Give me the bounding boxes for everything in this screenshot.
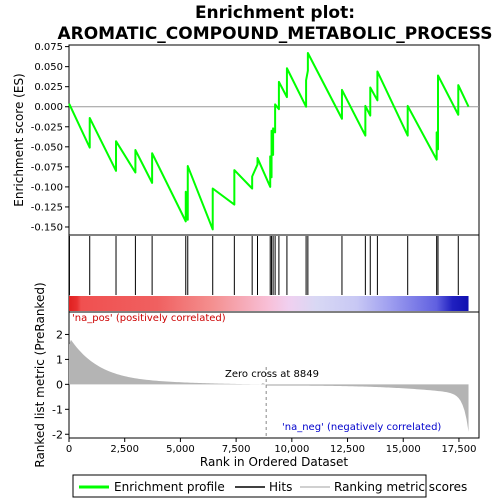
xtick-label-3: 7,500: [222, 444, 251, 455]
legend-box: [72, 474, 427, 498]
metric-ytick-label-1: 1: [56, 353, 63, 366]
metric-y-axis-label: Ranked list metric (PreRanked): [33, 282, 47, 467]
metric-layer: [69, 339, 469, 438]
metric-ytick-label-3: -1: [52, 403, 63, 416]
chart-title-line1: Enrichment plot:: [195, 3, 355, 23]
rank-color-bar: [69, 296, 469, 311]
xtick-label-4: 10,000: [274, 444, 309, 455]
es-ytick-label-3: 0.000: [34, 102, 63, 113]
es-ytick-label-0: 0.075: [34, 42, 63, 53]
es-ytick-label-9: -0.150: [31, 222, 63, 233]
ranking-metric-area: [69, 339, 469, 432]
metric-ytick-label-4: -2: [52, 428, 63, 441]
xtick-label-1: 2,500: [110, 444, 139, 455]
xtick-label-7: 17,500: [441, 444, 476, 455]
zero-cross-label: Zero cross at 8849: [225, 369, 319, 380]
xtick-label-6: 15,000: [386, 444, 421, 455]
metric-ytick-label-2: 0: [56, 378, 63, 391]
xtick-label-0: 0: [66, 444, 72, 455]
xtick-label-2: 5,000: [166, 444, 195, 455]
es-ytick-label-2: 0.025: [34, 82, 63, 93]
es-y-axis-label: Enrichment score (ES): [12, 73, 26, 206]
es-ytick-label-5: -0.050: [31, 142, 63, 153]
metric-ytick-label-0: 2: [56, 328, 63, 341]
axis-layer: 0.075 0.050 0.025 0.000 -0.025 -0.050 -0.075 -0…: [31, 42, 477, 455]
es-ytick-label-8: -0.125: [31, 202, 63, 213]
chart-title-line2: AROMATIC_COMPOUND_METABOLIC_PROCESS: [57, 24, 492, 44]
hits-layer: [68, 236, 469, 311]
neg-correlated-label: 'na_neg' (negatively correlated): [282, 422, 441, 433]
metric-panel: [68, 311, 480, 439]
es-ytick-label-1: 0.050: [34, 62, 63, 73]
es-ytick-label-6: -0.075: [31, 162, 63, 173]
es-ytick-label-7: -0.100: [31, 182, 63, 193]
pos-correlated-label: 'na_pos' (positively correlated): [72, 313, 226, 324]
legend-metric-label: Ranking metric scores: [334, 480, 467, 494]
xtick-label-5: 12,500: [330, 444, 365, 455]
enrichment-profile-line: [68, 52, 470, 231]
es-layer: [68, 52, 479, 231]
es-ytick-label-4: -0.025: [31, 122, 63, 133]
legend-profile-label: Enrichment profile: [114, 480, 225, 494]
legend-hits-label: Hits: [269, 480, 292, 494]
x-axis-label: Rank in Ordered Dataset: [200, 455, 348, 469]
